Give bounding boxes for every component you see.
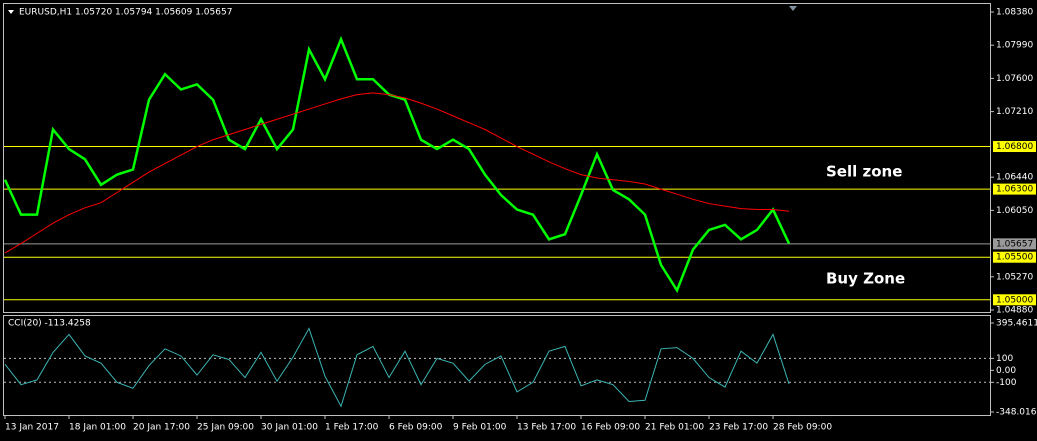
price-label-box [993, 183, 1036, 195]
y-tick-label: 100 [996, 354, 1013, 364]
price-label: 1.05000 [996, 295, 1033, 305]
x-tick-label: 28 Feb 09:00 [773, 423, 832, 433]
price-label-box [993, 251, 1036, 263]
y-tick-label: 1.06050 [996, 206, 1033, 216]
x-tick-label: 23 Feb 17:00 [709, 423, 768, 433]
y-tick-label: 1.04880 [996, 306, 1033, 316]
price-label-box [993, 141, 1036, 153]
y-tick-label: 0.00 [996, 366, 1016, 376]
y-tick-label: 1.05270 [996, 272, 1033, 282]
y-tick-label: 395.4611 [996, 319, 1037, 329]
indicator-title: CCI(20) -113.4258 [8, 319, 91, 329]
y-tick-label: 1.08380 [996, 8, 1033, 18]
menu-arrow [8, 10, 14, 14]
annotation: Sell zone [826, 163, 902, 181]
indicator-frame [3, 315, 991, 416]
x-tick-label: 30 Jan 01:00 [261, 423, 318, 433]
y-tick-label: 1.06440 [996, 173, 1033, 183]
chart-title: EURUSD,H1 1.05720 1.05794 1.05609 1.0565… [19, 8, 232, 18]
price-label: 1.05500 [996, 253, 1033, 263]
x-tick-label: 20 Jan 17:00 [133, 423, 190, 433]
main-frame [3, 3, 991, 313]
series-line [4, 92, 790, 254]
x-tick-label: 21 Feb 01:00 [645, 423, 704, 433]
x-tick-label: 13 Jan 2017 [5, 423, 59, 433]
y-tick-label: -348.0164 [996, 408, 1037, 418]
price-label: 1.05657 [996, 239, 1033, 249]
x-tick-label: 16 Feb 09:00 [581, 423, 640, 433]
series-line [3, 35, 791, 294]
x-tick-label: 1 Feb 17:00 [325, 423, 379, 433]
price-label: 1.06800 [996, 142, 1033, 152]
price-label: 1.06300 [996, 185, 1033, 195]
series-line [4, 327, 790, 408]
x-tick-label: 9 Feb 01:00 [453, 423, 507, 433]
shift-marker [789, 6, 797, 11]
price-label-box [993, 238, 1036, 250]
annotation: Buy Zone [826, 270, 905, 288]
x-tick-label: 18 Jan 01:00 [69, 423, 126, 433]
y-tick-label: -100 [996, 378, 1017, 388]
y-tick-label: 1.07600 [996, 74, 1033, 84]
x-tick-label: 6 Feb 09:00 [389, 423, 443, 433]
x-tick-label: 25 Jan 09:00 [197, 423, 254, 433]
y-tick-label: 1.07990 [996, 41, 1033, 51]
price-label-box [993, 294, 1036, 306]
y-tick-label: 1.07210 [996, 107, 1033, 117]
x-tick-label: 13 Feb 17:00 [517, 423, 576, 433]
